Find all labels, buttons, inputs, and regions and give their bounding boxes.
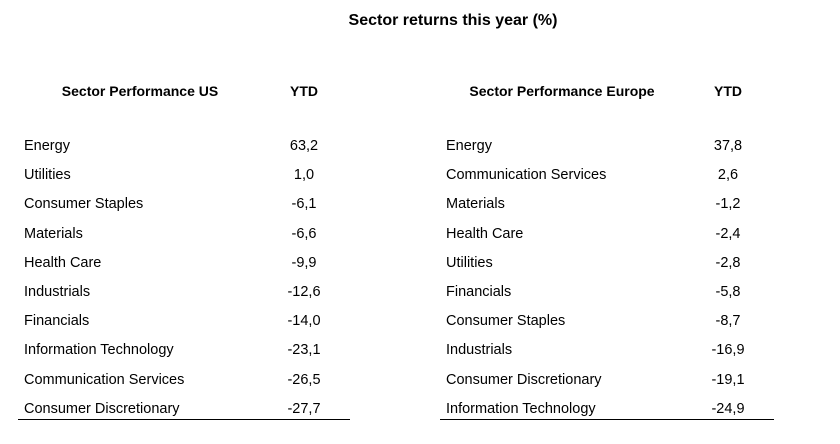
table-row: Financials -5,8 — [440, 282, 774, 311]
table-row: Utilities 1,0 — [18, 165, 350, 194]
table-row: Consumer Staples -8,7 — [440, 311, 774, 340]
ytd-value: -6,6 — [291, 225, 317, 242]
ytd-value: -9,9 — [291, 254, 317, 271]
table-row: Health Care -9,9 — [18, 253, 350, 282]
sector-name: Financials — [446, 283, 512, 300]
ytd-value: -23,1 — [287, 342, 321, 359]
ytd-value: 2,6 — [717, 167, 739, 184]
table-row: Communication Services -26,5 — [18, 370, 350, 399]
sector-name: Communication Services — [24, 371, 185, 388]
ytd-value: -1,2 — [715, 196, 741, 213]
europe-ytd-header: YTD — [714, 83, 742, 99]
ytd-value: -27,7 — [287, 400, 321, 417]
sector-name: Energy — [446, 138, 492, 154]
sector-name: Information Technology — [446, 400, 596, 417]
ytd-value: -12,6 — [287, 283, 321, 300]
table-row: Financials -14,0 — [18, 311, 350, 340]
ytd-value: 37,8 — [713, 138, 743, 154]
sector-name: Utilities — [24, 167, 71, 184]
us-rows: Energy 63,2 Utilities 1,0 Consumer Staples -6… — [18, 136, 350, 428]
table-row: Information Technology -23,1 — [18, 340, 350, 369]
sector-name: Communication Services — [446, 167, 607, 184]
sector-name: Materials — [24, 225, 83, 242]
page-title: Sector returns this year (%) — [348, 12, 558, 29]
sector-name: Industrials — [24, 283, 91, 300]
us-ytd-header: YTD — [290, 83, 318, 99]
ytd-value: -2,4 — [715, 225, 741, 242]
ytd-value: -24,9 — [711, 400, 745, 417]
table-row: Industrials -12,6 — [18, 282, 350, 311]
us-sector-header: Sector Performance US — [61, 83, 219, 99]
sector-name: Consumer Staples — [24, 196, 144, 213]
ytd-value: -19,1 — [711, 371, 745, 388]
table-row: Communication Services 2,6 — [440, 165, 774, 194]
table-row: Industrials -16,9 — [440, 340, 774, 369]
sector-name: Health Care — [24, 254, 102, 271]
ytd-value: 1,0 — [293, 167, 315, 184]
table-row: Materials -1,2 — [440, 194, 774, 223]
europe-rows: Energy 37,8 Communication Services 2,6 Mater… — [440, 136, 774, 428]
table-row: Consumer Staples -6,1 — [18, 194, 350, 223]
ytd-value: -26,5 — [287, 371, 321, 388]
sector-name: Consumer Staples — [446, 313, 566, 330]
sector-name: Materials — [446, 196, 505, 213]
ytd-value: -6,1 — [291, 196, 317, 213]
sector-name: Consumer Discretionary — [24, 400, 180, 417]
ytd-value: -14,0 — [287, 313, 321, 330]
ytd-value: -5,8 — [715, 283, 741, 300]
sector-name: Utilities — [446, 254, 493, 271]
sector-name: Financials — [24, 313, 90, 330]
sector-name: Energy — [24, 138, 70, 154]
europe-bottom-rule — [440, 419, 774, 420]
table-row: Consumer Discretionary -27,7 — [18, 399, 350, 428]
table-row: Health Care -2,4 — [440, 224, 774, 253]
ytd-value: -16,9 — [711, 342, 745, 359]
table-row: Utilities -2,8 — [440, 253, 774, 282]
us-bottom-rule — [18, 419, 350, 420]
sector-name: Consumer Discretionary — [446, 371, 602, 388]
ytd-value: -2,8 — [715, 254, 741, 271]
table-row: Energy 63,2 — [18, 136, 350, 165]
sector-name: Industrials — [446, 342, 513, 359]
sector-name: Health Care — [446, 225, 524, 242]
ytd-value: 63,2 — [289, 138, 319, 154]
table-row: Materials -6,6 — [18, 224, 350, 253]
table-row: Consumer Discretionary -19,1 — [440, 370, 774, 399]
sector-name: Information Technology — [24, 342, 174, 359]
ytd-value: -8,7 — [715, 313, 741, 330]
europe-sector-header: Sector Performance Europe — [469, 83, 655, 99]
table-row: Energy 37,8 — [440, 136, 774, 165]
table-row: Information Technology -24,9 — [440, 399, 774, 428]
